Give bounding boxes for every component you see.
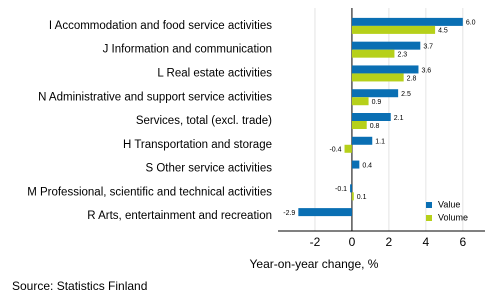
category-label: N Administrative and support service act… [38, 91, 272, 103]
value-label: 2.8 [407, 75, 417, 82]
bar [351, 136, 373, 145]
bar [350, 184, 352, 193]
value-label: -0.1 [335, 186, 347, 193]
bar [351, 41, 421, 50]
value-label: 4.5 [438, 28, 448, 35]
bar [351, 160, 360, 169]
value-label: 0.4 [362, 162, 372, 169]
value-label: -2.9 [283, 210, 295, 217]
bar [351, 73, 404, 82]
x-tick-label: 2 [386, 235, 393, 249]
bar [351, 121, 367, 129]
category-label: L Real estate activities [157, 67, 272, 79]
value-label: 2.5 [401, 91, 411, 98]
x-tick-label: 4 [423, 235, 430, 249]
value-label: 0.9 [372, 99, 382, 106]
x-tick-label: 0 [349, 235, 356, 249]
x-axis-label: Year-on-year change, % [250, 257, 379, 271]
x-tick-label: 6 [459, 235, 466, 249]
value-label: 0.1 [357, 194, 367, 201]
category-label: S Other service activities [145, 163, 272, 175]
bar [351, 89, 399, 98]
value-label: 3.7 [423, 44, 433, 51]
value-label: 2.1 [394, 115, 404, 122]
value-label: 3.6 [421, 67, 431, 74]
category-label: M Professional, scientific and technical… [27, 186, 272, 198]
value-label: -0.4 [329, 147, 341, 154]
bar [351, 25, 436, 34]
bar [351, 65, 419, 74]
category-label: I Accommodation and food service activit… [49, 20, 272, 32]
bar [351, 97, 369, 106]
value-label: 6.0 [466, 20, 476, 27]
category-label: R Arts, entertainment and recreation [87, 210, 272, 222]
value-label: 1.1 [375, 139, 385, 146]
x-tick-label: -2 [310, 235, 321, 249]
bar [298, 208, 352, 217]
bar [351, 192, 354, 201]
bar [351, 17, 463, 26]
value-label: 0.8 [370, 123, 380, 130]
bar [344, 144, 352, 153]
category-label: H Transportation and storage [123, 139, 272, 151]
legend-label: Value [438, 199, 460, 209]
legend-swatch [426, 215, 432, 221]
source: Source: Statistics Finland [12, 279, 147, 293]
value-label: 2.3 [397, 52, 407, 59]
category-label: J Information and communication [103, 44, 272, 56]
bar [351, 113, 391, 121]
legend-swatch [426, 202, 432, 208]
bar [351, 49, 395, 58]
legend-label: Volume [438, 212, 468, 222]
category-label: Services, total (excl. trade) [136, 115, 272, 127]
